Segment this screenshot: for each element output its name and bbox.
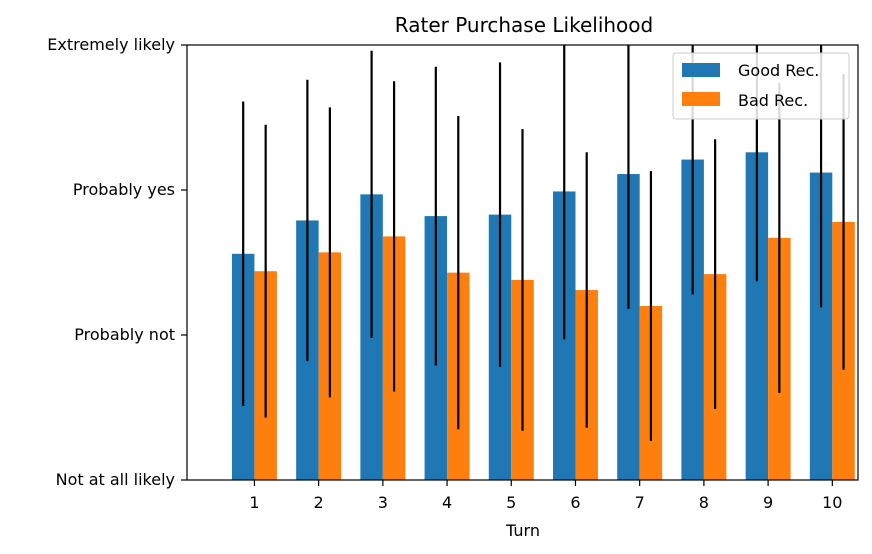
x-tick-label: 10 — [822, 493, 842, 512]
bar-good-turn-10 — [809, 172, 833, 480]
y-tick-label: Probably not — [74, 325, 175, 344]
chart-title: Rater Purchase Likelihood — [395, 13, 653, 37]
x-tick-label: 3 — [378, 493, 388, 512]
x-tick-label: 2 — [314, 493, 324, 512]
legend-swatch-good — [682, 63, 720, 77]
y-tick-label: Probably yes — [73, 180, 175, 199]
plot-frame — [186, 44, 859, 481]
error-bars-layer — [242, 45, 845, 441]
legend: Good Rec. Bad Rec. — [672, 52, 850, 120]
x-tick-label: 7 — [635, 493, 645, 512]
bar-good-turn-9 — [745, 152, 769, 481]
x-axis-label: Turn — [505, 521, 540, 540]
x-tick-label: 4 — [442, 493, 452, 512]
y-tick-label: Not at all likely — [56, 470, 175, 489]
x-tick-label: 8 — [699, 493, 709, 512]
x-tick-label: 5 — [506, 493, 516, 512]
y-axis: Not at all likely Probably not Probably ye… — [47, 35, 187, 489]
x-tick-label: 9 — [763, 493, 773, 512]
legend-label-good: Good Rec. — [738, 61, 819, 80]
x-tick-label: 1 — [249, 493, 259, 512]
bars-layer — [231, 152, 855, 481]
y-tick-label: Extremely likely — [47, 35, 175, 54]
bar-good-turn-8 — [681, 159, 704, 481]
legend-swatch-bad — [682, 92, 720, 106]
x-tick-label: 6 — [570, 493, 580, 512]
x-axis: 1 2 3 4 5 6 7 8 9 10 — [249, 480, 842, 512]
bar-good-turn-7 — [617, 174, 640, 481]
legend-label-bad: Bad Rec. — [738, 91, 808, 110]
